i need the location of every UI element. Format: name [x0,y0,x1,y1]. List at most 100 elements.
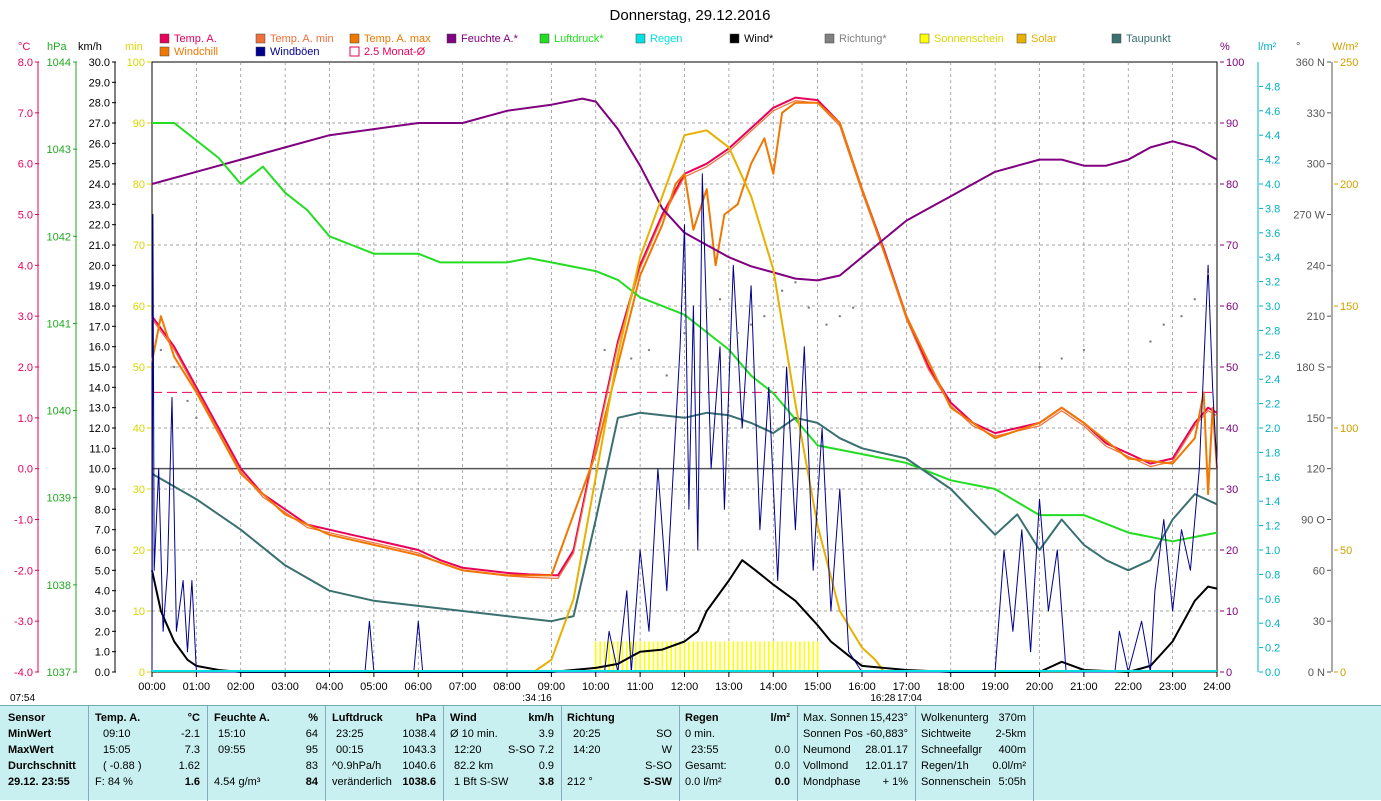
wind-axis-tick: 4.0 [95,586,110,598]
rain-duration: 0 min. [685,728,715,740]
wind-title: Wind [450,712,477,724]
series-solar [533,129,886,673]
humidity-axis-tick: 70 [1226,240,1238,252]
temp-current-value: 1.6 [184,776,200,788]
rain-axis-tick: 0.2 [1265,643,1280,655]
temp-min-value: -2.1 [181,728,200,740]
humidity-axis-tick: 60 [1226,301,1238,313]
rain-axis-tick: 2.0 [1265,423,1280,435]
legend-swatch [1016,33,1027,44]
x-tick-label: 08:00 [493,681,521,693]
wind-axis-tick: 26.0 [89,138,110,150]
left-axes: 8.0 7.0 6.0 5.0 4.0 3.0 2.0 1.0 0.0 -1.0 -2.0 -3.0 -… [14,57,151,679]
unit-percent: % [1220,41,1230,53]
wind-axis-tick: 17.0 [89,321,110,333]
wind-axis-tick: 16.0 [89,342,110,354]
rain-axis-tick: 1.6 [1265,472,1280,484]
stats-row-labels: Sensor MinWert MaxWert Durchschnitt 29.1… [8,710,86,790]
rain-max-time: 23:55 [691,744,719,756]
wind-avg10-label: Ø 10 min. [450,728,498,740]
stats-misc: Wolkenunterg 370m Sichtweite 2-5km Schneef… [921,710,1026,790]
x-tick-label: 12:00 [671,681,699,693]
x-tick-label: 09:00 [538,681,566,693]
stats-wind: Wind km/h Ø 10 min. 3.9 12:20 S-SO 7.2 82.2 … [450,710,554,790]
time-marker-label: 16:28 [870,693,895,704]
series-richtung-point [1082,348,1086,352]
wind-axis-tick: 18.0 [89,301,110,313]
rain-axis-tick: 3.6 [1265,228,1280,240]
legend-swatch [159,33,170,44]
unit-hpa: hPa [47,41,67,53]
rain-total-label: Gesamt: [685,760,727,772]
x-tick-label: 04:00 [316,681,344,693]
rain-axis-tick: 2.8 [1265,325,1280,337]
wind-axis-tick: 11.0 [89,443,110,455]
temp-axis-tick: 1.0 [18,413,33,425]
direction-axis-tick: 30 [1313,616,1325,628]
pressure-axis-tick: 1040 [47,406,71,418]
series-richtung-point [172,365,176,369]
dir-current-value: S-SW [643,776,672,788]
series-richtung-point [705,306,708,309]
sunshine-label: Sonnenschein [921,776,991,788]
x-tick-label: 19:00 [981,681,1009,693]
wind-unit: km/h [528,712,554,724]
cloud-base-value: 370m [998,712,1026,724]
rain-unit: l/m² [770,712,790,724]
wind-axis-tick: 6.0 [95,545,110,557]
press-title: Luftdruck [332,712,383,724]
wind-axis-tick: 14.0 [89,382,110,394]
sun-max-value: 15,423° [869,712,908,724]
temp-axis-tick: 8.0 [18,57,33,69]
legend-swatch [729,33,740,44]
sunshine-axis-tick: 10 [133,606,145,618]
dir-max-value: W [661,744,672,756]
temp-avg-value: 1.62 [178,760,200,772]
temp-title: Temp. A. [95,712,141,724]
legend-label: Windböen [270,46,320,58]
dir-max-time: 14:20 [573,744,601,756]
solar-axis-tick: 100 [1340,423,1358,435]
press-avg-value: 1040.6 [402,760,436,772]
x-tick-label: 00:00 [138,681,166,693]
series-richtung-point [1149,340,1152,343]
temp-axis-tick: -1.0 [14,515,33,527]
full-moon-label: Vollmond [803,760,849,772]
series-richtung-point [749,323,753,326]
wind-axis-tick: 20.0 [89,260,110,272]
time-marker-label: 17:04 [897,693,922,704]
x-tick-label: 24:00 [1203,681,1231,693]
wind-axis-tick: 1.0 [95,647,110,659]
legend-label: Feuchte A.* [461,33,519,45]
sunshine-axis-tick: 50 [133,362,145,374]
direction-axis-tick: 90 O [1301,515,1325,527]
series-feuchte-a [151,97,1218,282]
series-richtung-point [603,348,606,352]
solar-axis-tick: 150 [1340,301,1358,313]
sunshine-axis-tick: 60 [133,301,145,313]
hum-current-note: 4.54 g/m³ [214,776,261,788]
series-richtung-point [838,314,842,318]
stats-temp: Temp. A. °C 09:10 -2.1 15:05 7.3 ( -0.88 ) 1… [95,710,200,790]
sun-pos-value: -60,883° [866,728,908,740]
wind-max-time: 12:20 [454,744,482,756]
x-tick-label: 17:00 [893,681,921,693]
rain-current-value: 0.0 [774,776,790,788]
wind-max-dir: S-SO [508,744,535,756]
x-tick-label: 10:00 [582,681,610,693]
press-current-value: 1038.6 [402,776,436,788]
wind-axis-tick: 15.0 [89,362,110,374]
hum-current-value: 84 [305,776,318,788]
temp-axis-tick: 7.0 [18,108,33,120]
grid [152,62,1217,672]
humidity-axis-tick: 80 [1226,179,1238,191]
legend-swatch [349,46,360,57]
series-richtung-point [647,348,651,352]
dir-min-value: SO [656,728,672,740]
dir-current-degrees: 212 ° [567,776,593,788]
press-unit: hPa [415,712,436,724]
sunshine-axis-tick: 70 [133,240,145,252]
series-richtung-point [1060,357,1063,360]
series-richtung-point [630,357,633,360]
dir-avg-value: S-SO [645,760,672,772]
